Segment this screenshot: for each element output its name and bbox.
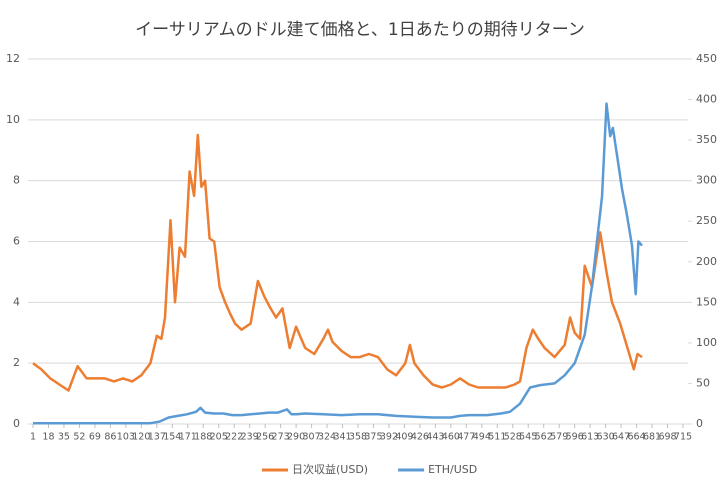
y-tick-label: 10 — [6, 113, 20, 126]
chart-title: イーサリアムのドル建て価格と、1日あたりの期待リターン — [135, 20, 585, 40]
x-tick-label: 698 — [658, 432, 676, 443]
x-tick-label: 324 — [318, 432, 336, 443]
x-tick-label: 630 — [597, 432, 615, 443]
x-tick-label: 392 — [380, 432, 398, 443]
x-tick-label: 494 — [473, 432, 491, 443]
x-tick-label: 715 — [674, 432, 692, 443]
series-line — [33, 102, 643, 425]
y2-tick-label: 100 — [696, 336, 717, 349]
x-tick-label: 86 — [104, 432, 116, 443]
x-tick-label: 426 — [411, 432, 429, 443]
x-tick-label: 103 — [117, 432, 135, 443]
y2-tick-label: 50 — [696, 376, 710, 389]
x-tick-label: 460 — [442, 432, 460, 443]
x-tick-label: 1 — [30, 432, 36, 443]
x-tick-label: 52 — [73, 432, 85, 443]
x-tick-label: 188 — [194, 432, 212, 443]
x-tick-label: 409 — [395, 432, 413, 443]
x-tick-label: 120 — [132, 432, 150, 443]
x-tick-label: 545 — [519, 432, 537, 443]
x-tick-label: 171 — [179, 432, 197, 443]
x-tick-label: 222 — [225, 432, 243, 443]
x-tick-label: 137 — [148, 432, 166, 443]
x-tick-label: 18 — [42, 432, 54, 443]
x-tick-label: 205 — [210, 432, 228, 443]
x-tick-label: 290 — [287, 432, 305, 443]
x-tick-label: 358 — [349, 432, 367, 443]
x-tick-label: 443 — [426, 432, 444, 443]
y-tick-label: 6 — [13, 235, 20, 248]
x-tick-label: 239 — [241, 432, 259, 443]
y2-tick-label: 350 — [696, 133, 717, 146]
y-tick-label: 2 — [13, 356, 20, 369]
x-tick-label: 273 — [272, 432, 290, 443]
x-tick-label: 341 — [333, 432, 351, 443]
y2-tick-label: 200 — [696, 255, 717, 268]
series-line — [32, 133, 643, 392]
x-tick-label: 35 — [58, 432, 70, 443]
legend-label: ETH/USD — [428, 463, 477, 476]
x-tick-label: 664 — [628, 432, 646, 443]
x-tick-label: 69 — [89, 432, 101, 443]
y2-tick-label: 150 — [696, 295, 717, 308]
y-tick-label: 4 — [13, 295, 20, 308]
y-tick-label: 12 — [6, 52, 20, 65]
x-tick-label: 307 — [303, 432, 321, 443]
x-tick-label: 511 — [488, 432, 506, 443]
x-tick-label: 647 — [612, 432, 630, 443]
y2-tick-label: 0 — [696, 417, 703, 430]
x-tick-label: 477 — [457, 432, 475, 443]
x-tick-label: 596 — [566, 432, 584, 443]
x-tick-label: 256 — [256, 432, 274, 443]
x-tick-label: 613 — [581, 432, 599, 443]
x-tick-label: 154 — [163, 432, 181, 443]
legend-label: 日次収益(USD) — [292, 462, 368, 476]
x-tick-label: 528 — [504, 432, 522, 443]
x-tick-label: 681 — [643, 432, 661, 443]
x-tick-label: 375 — [364, 432, 382, 443]
y2-tick-label: 450 — [696, 52, 717, 65]
y2-tick-label: 300 — [696, 174, 717, 187]
y2-tick-label: 250 — [696, 214, 717, 227]
y-tick-label: 8 — [13, 174, 20, 187]
y2-tick-label: 400 — [696, 93, 717, 106]
x-tick-label: 562 — [535, 432, 553, 443]
y-tick-label: 0 — [13, 417, 20, 430]
x-tick-label: 579 — [550, 432, 568, 443]
